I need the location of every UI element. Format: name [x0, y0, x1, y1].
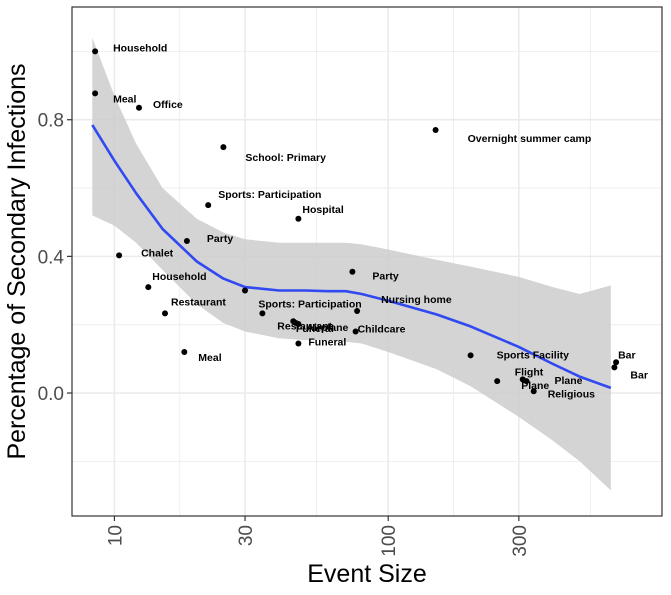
point-label: Restaurant: [171, 296, 226, 308]
data-point: [181, 349, 188, 355]
loess-line: [91, 124, 612, 390]
data-point: [432, 127, 439, 133]
point-label: Meal: [198, 352, 221, 364]
x-tick-label: 300: [510, 525, 531, 557]
confidence-ribbon: [92, 37, 611, 491]
point-label: Sports: Participation: [258, 298, 361, 310]
data-point: [530, 388, 537, 395]
y-tick-label: 0.0: [38, 384, 64, 405]
point-label: Airplane: [306, 322, 348, 334]
data-point: [467, 352, 474, 359]
data-point: [352, 328, 359, 335]
data-point: [494, 378, 501, 385]
data-point: [611, 364, 618, 371]
y-axis: 0.0 0.4 0.8: [38, 111, 72, 405]
x-tick-label: 100: [379, 525, 400, 557]
data-point: [183, 238, 190, 244]
point-label: Sports Facility: [497, 349, 570, 361]
data-point: [613, 359, 620, 366]
data-point: [162, 310, 168, 317]
data-point: [145, 284, 152, 291]
data-point: [92, 48, 99, 55]
point-label: Party: [207, 233, 233, 245]
x-axis: 10 30 100 300: [105, 516, 531, 557]
point-label: Plane: [555, 375, 583, 387]
point-label: School: Primary: [245, 152, 326, 164]
x-tick-label: 30: [236, 525, 257, 546]
point-label: Plane: [521, 380, 549, 392]
data-point: [205, 202, 212, 209]
point-label: Sports: Participation: [218, 189, 321, 201]
point-label: Flight: [515, 366, 544, 378]
data-point: [116, 252, 123, 259]
point-label: Hospital: [302, 204, 344, 216]
y-tick-label: 0.4: [38, 247, 65, 268]
point-label: Overnight summer camp: [468, 133, 592, 145]
x-axis-title: Event Size: [307, 560, 427, 588]
data-point: [220, 144, 227, 151]
data-point: [295, 215, 302, 222]
point-label: Religious: [548, 388, 595, 400]
panel-border: [71, 6, 663, 517]
point-label: Bar: [630, 369, 648, 381]
data-point: [295, 340, 302, 347]
point-label: Nursing home: [381, 294, 452, 306]
point-label: Household: [113, 42, 167, 54]
point-label: Funeral: [296, 323, 334, 335]
point-label: Funeral: [308, 337, 346, 349]
data-point: [92, 90, 99, 97]
point-label: Household: [152, 271, 206, 283]
point-label: Chalet: [141, 247, 174, 259]
point-label: Childcare: [358, 324, 406, 336]
data-point: [523, 378, 530, 385]
smooth-line: [91, 124, 612, 390]
y-tick-label: 0.8: [38, 111, 64, 132]
y-axis-title: Percentage of Secondary Infections: [3, 63, 31, 459]
point-label: Meal: [113, 93, 136, 105]
data-point: [136, 104, 142, 111]
data-point: [349, 268, 356, 275]
data-point: [295, 321, 302, 327]
point-label: Restaurant: [277, 320, 332, 332]
point-label: Bar: [618, 349, 636, 361]
point-labels: Household Meal Office School: Primary Sports…: [113, 42, 648, 400]
data-points: [92, 48, 620, 395]
ci-band: [92, 37, 611, 491]
x-tick-label: 10: [105, 525, 126, 546]
point-label: Office: [153, 99, 183, 111]
point-label: Party: [372, 271, 398, 283]
data-point: [242, 287, 248, 294]
data-point: [354, 308, 361, 314]
data-point: [259, 310, 266, 317]
